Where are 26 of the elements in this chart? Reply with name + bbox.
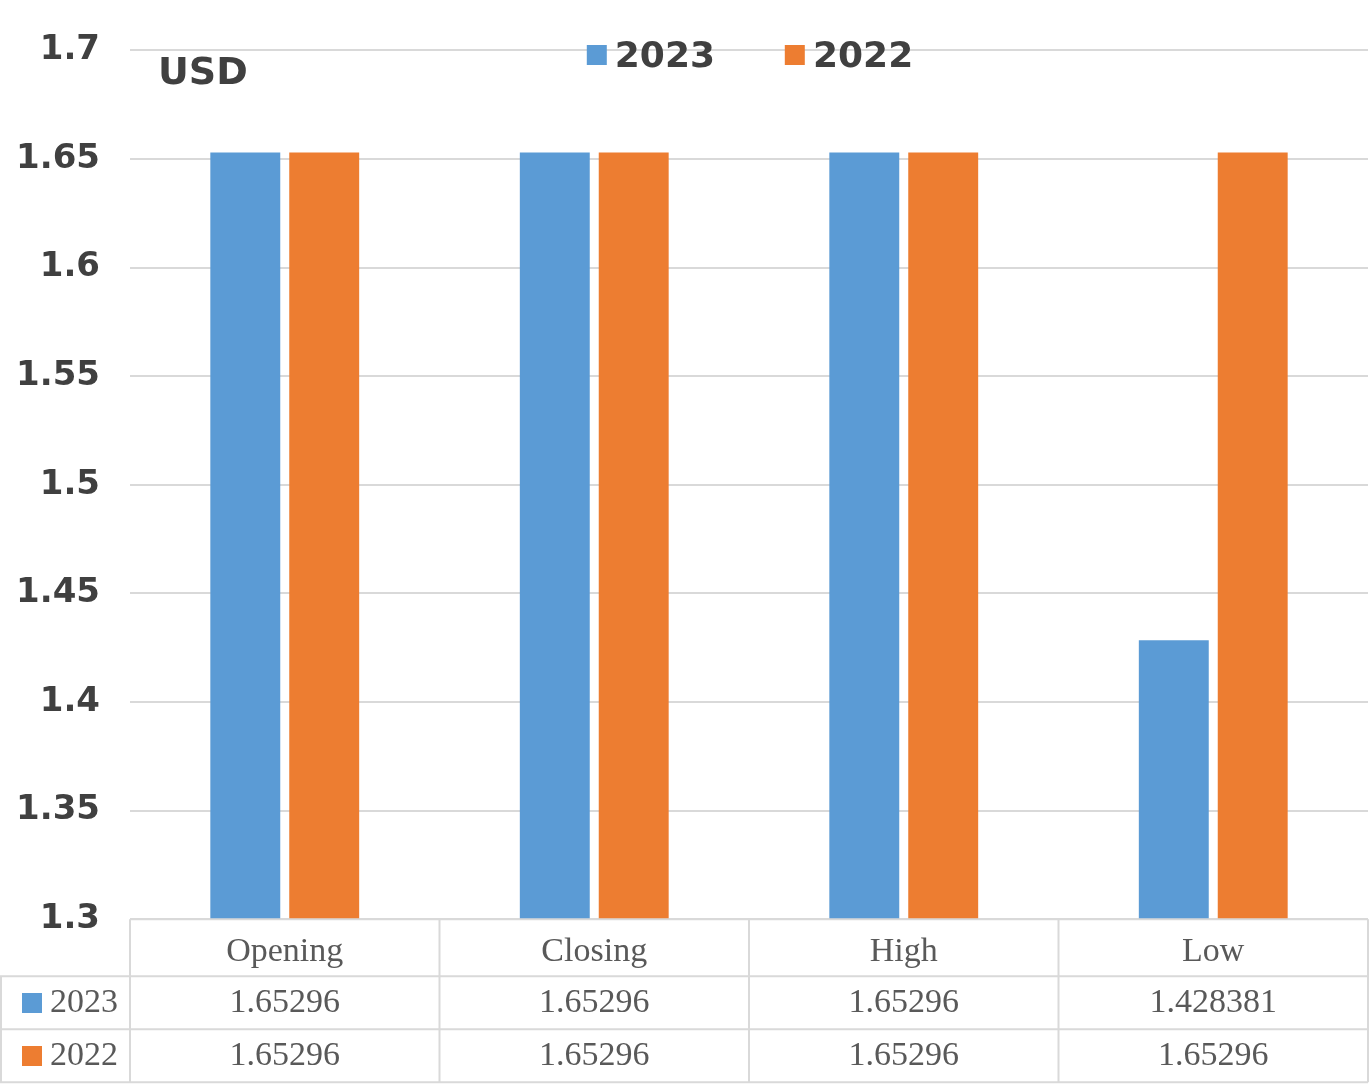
- data-label: 1.65296: [539, 1034, 650, 1072]
- x-tick-label: Low: [1182, 930, 1245, 968]
- x-tick-label: High: [869, 930, 938, 968]
- data-label: 1.65296: [1158, 1034, 1269, 1072]
- legend-label: 2023: [614, 34, 715, 75]
- y-tick-label: 1.4: [39, 678, 100, 719]
- y-tick-label: 1.7: [39, 27, 100, 68]
- legend-label: 2022: [813, 34, 914, 75]
- data-label: 1.65296: [539, 981, 650, 1019]
- y-axis-title: USD: [158, 49, 248, 94]
- data-label: 1.65296: [229, 1034, 340, 1072]
- data-label: 1.65296: [848, 1034, 959, 1072]
- y-tick-label: 1.45: [16, 570, 100, 611]
- y-tick-label: 1.35: [16, 787, 100, 828]
- y-tick-label: 1.55: [16, 353, 100, 394]
- x-tick-label: Opening: [226, 930, 344, 968]
- y-tick-label: 1.6: [39, 244, 100, 285]
- data-label: 1.428381: [1149, 981, 1277, 1019]
- data-label: 1.65296: [229, 981, 340, 1019]
- y-tick-label: 1.5: [39, 461, 100, 502]
- text: 2023: [50, 981, 118, 1019]
- y-tick-label: 1.65: [16, 135, 100, 176]
- text: 2022: [50, 1034, 118, 1072]
- data-label: 1.65296: [848, 981, 959, 1019]
- y-tick-label: 1.3: [39, 896, 100, 937]
- x-tick-label: Closing: [541, 930, 648, 968]
